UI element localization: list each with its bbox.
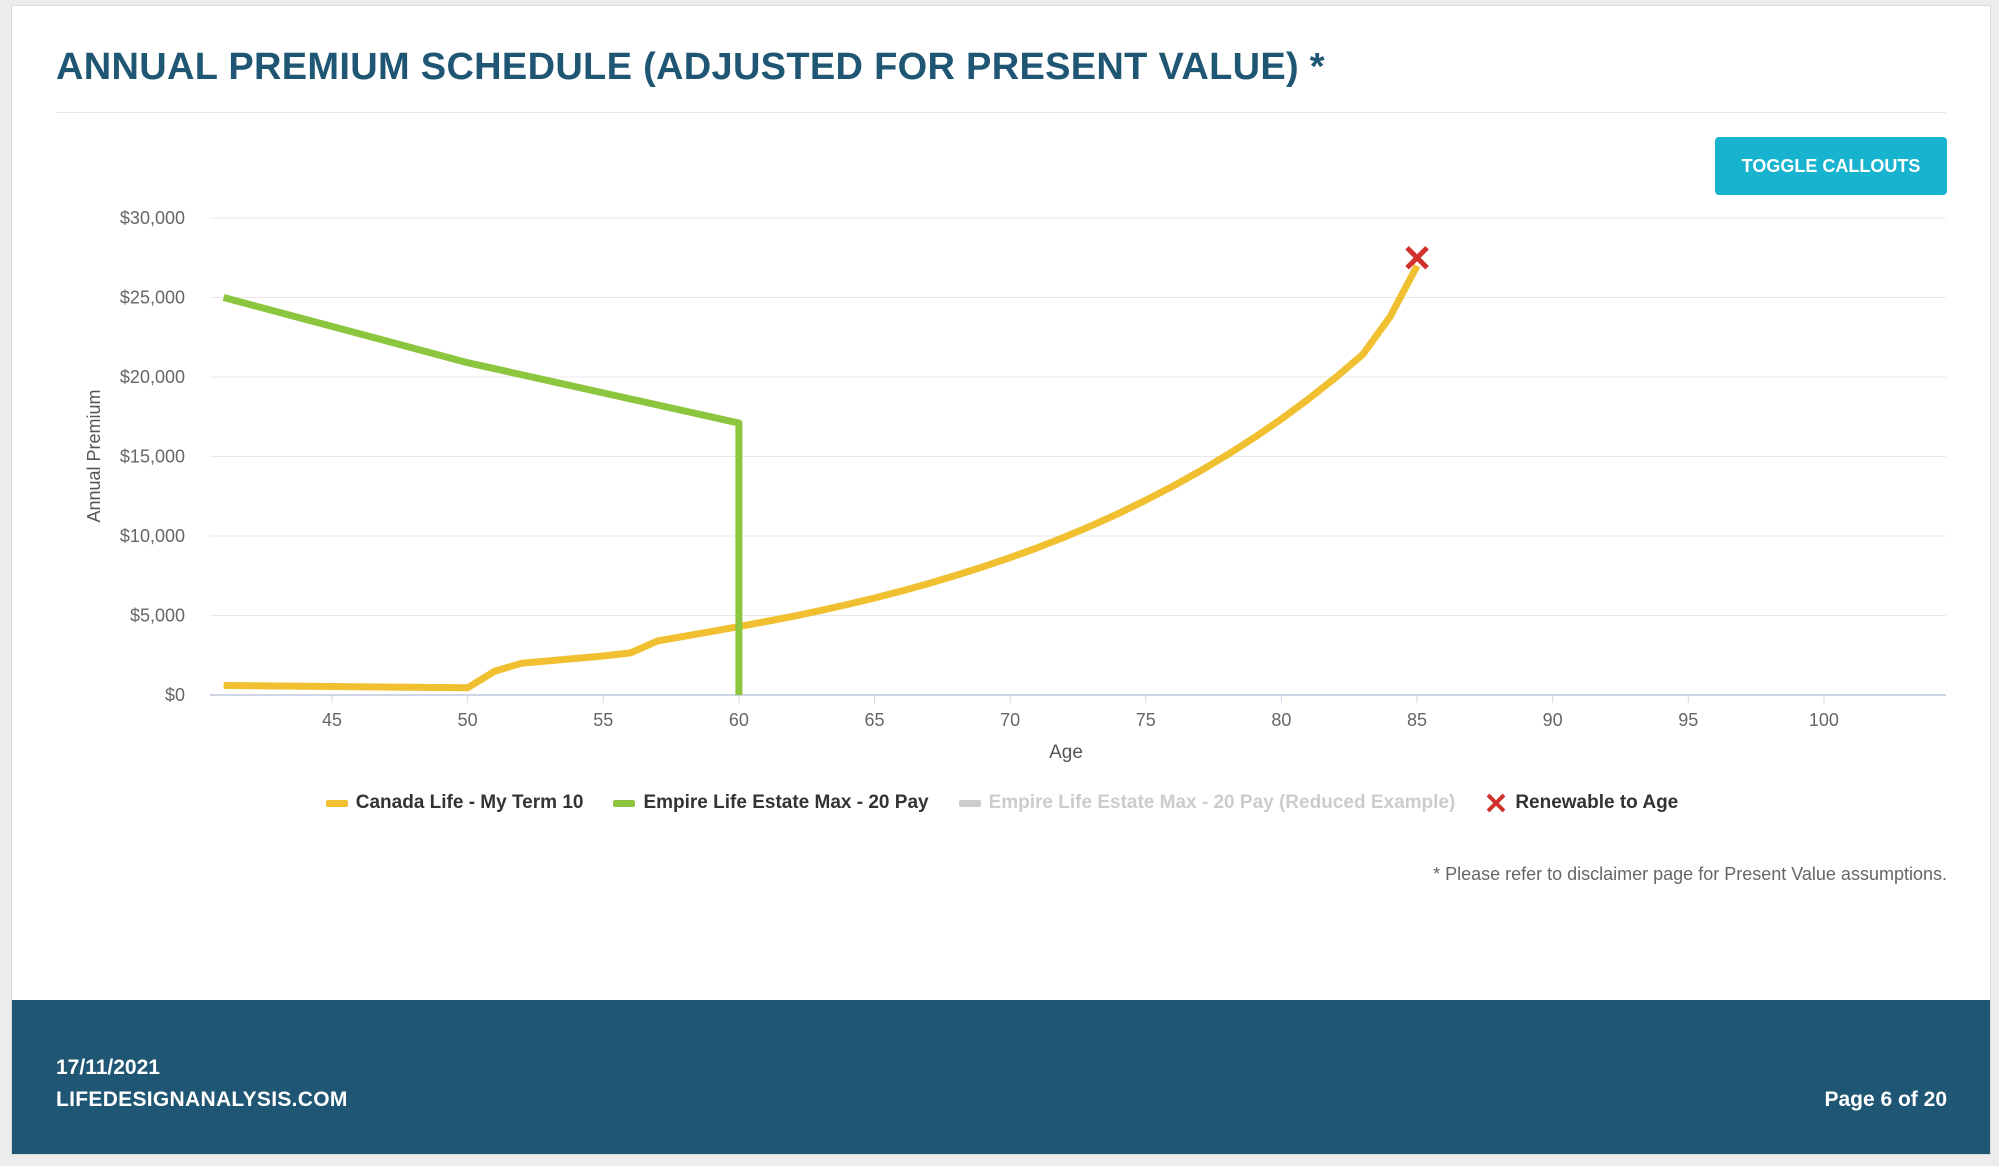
x-tick-label: 90	[1543, 710, 1563, 730]
chart-markers	[1405, 245, 1429, 270]
x-axis-label: Age	[1049, 742, 1083, 763]
page-footer: 17/11/2021 LIFEDESIGNANALYSIS.COM Page 6…	[12, 1000, 1990, 1154]
legend-label-canada-life: Canada Life - My Term 10	[355, 792, 584, 813]
renewable-x-icon	[1486, 793, 1506, 813]
y-tick-label: $0	[165, 685, 185, 705]
title-divider	[56, 112, 1946, 113]
legend-swatch-canada-life	[325, 799, 348, 807]
legend-item-empire-life-reduced[interactable]: Empire Life Estate Max - 20 Pay (Reduced…	[958, 792, 1456, 814]
page-title: ANNUAL PREMIUM SCHEDULE (ADJUSTED FOR PR…	[56, 46, 1325, 88]
y-tick-label: $15,000	[120, 447, 185, 467]
chart-series	[222, 264, 1421, 695]
toggle-callouts-button[interactable]: TOGGLE CALLOUTS	[1715, 137, 1947, 195]
legend-label-empire-life-reduced: Empire Life Estate Max - 20 Pay (Reduced…	[988, 792, 1456, 813]
page-number: Page 6 of 20	[1824, 1088, 1947, 1111]
chart-grid	[210, 217, 1946, 696]
y-tick-label: $25,000	[120, 288, 185, 308]
legend-item-empire-life[interactable]: Empire Life Estate Max - 20 Pay	[613, 792, 929, 814]
x-tick-label: 55	[593, 710, 613, 730]
premium-chart: $0 $5,000 $10,000 $15,000 $20,000 $25,000 $30,…	[84, 208, 1946, 763]
x-tick-label: 100	[1809, 710, 1839, 730]
footer-site-link[interactable]: LIFEDESIGNANALYSIS.COM	[56, 1088, 348, 1111]
legend-item-canada-life[interactable]: Canada Life - My Term 10	[325, 792, 584, 814]
x-tick-label: 95	[1678, 710, 1698, 730]
x-tick-label: 65	[865, 710, 885, 730]
y-axis-ticks: $0 $5,000 $10,000 $15,000 $20,000 $25,000 $30,…	[120, 208, 185, 705]
x-tick-label: 70	[1000, 710, 1020, 730]
renewable-marker-stroke	[1405, 245, 1429, 270]
x-tick-label: 85	[1407, 710, 1427, 730]
report-page: ANNUAL PREMIUM SCHEDULE (ADJUSTED FOR PR…	[11, 5, 1991, 1155]
x-tick-label: 60	[729, 710, 749, 730]
legend-swatch-empire-life	[613, 799, 636, 807]
x-axis-ticks: 45 50 55 60 65 70 75 80 85 90 95 100	[322, 695, 1839, 730]
x-tick-label: 50	[458, 710, 478, 730]
legend-item-renewable-to-age[interactable]: Renewable to Age	[1485, 792, 1678, 814]
chart-legend: Canada Life - My Term 10 Empire Life Est…	[12, 792, 1990, 814]
x-tick-label: 80	[1271, 710, 1291, 730]
y-tick-label: $5,000	[130, 606, 185, 626]
present-value-disclaimer: * Please refer to disclaimer page for Pr…	[1433, 864, 1947, 884]
series-line-1	[222, 294, 743, 695]
legend-label-renewable-to-age: Renewable to Age	[1515, 792, 1679, 813]
series-line-0	[223, 264, 1421, 692]
y-tick-label: $20,000	[120, 367, 185, 387]
footer-date: 17/11/2021	[56, 1056, 160, 1079]
y-tick-label: $30,000	[120, 208, 185, 228]
y-axis-label: Annual Premium	[84, 389, 104, 522]
legend-label-empire-life: Empire Life Estate Max - 20 Pay	[643, 792, 929, 813]
x-tick-label: 45	[322, 710, 342, 730]
renewable-marker	[1405, 245, 1429, 270]
x-tick-label: 75	[1136, 710, 1156, 730]
y-tick-label: $10,000	[120, 526, 185, 546]
legend-swatch-empire-life-reduced	[958, 799, 981, 807]
